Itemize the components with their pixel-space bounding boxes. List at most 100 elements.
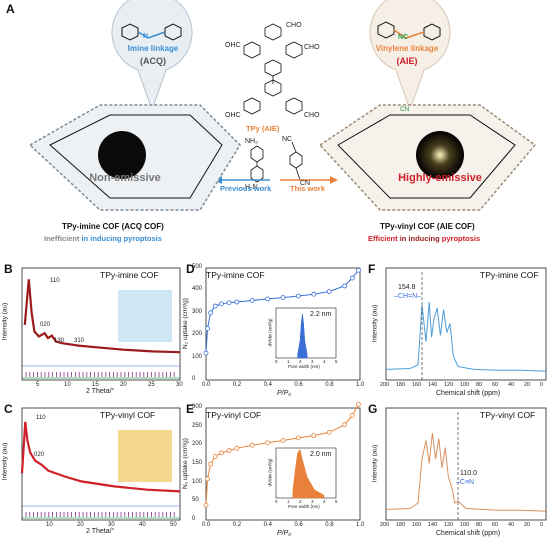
bet-e-point: [265, 440, 271, 446]
panel-a-scheme: [28, 0, 537, 211]
h2n-label: H₂N: [245, 184, 258, 191]
vinyl-cof-name: TPy-vinyl COF (AIE COF): [380, 222, 475, 231]
nmr-g-xtick: 20: [524, 522, 531, 528]
bet-d-inset-xtick: 4: [323, 359, 326, 364]
bet-e-inset-xtick: 2: [299, 499, 302, 504]
n-atom-label: N: [143, 33, 149, 40]
nmr-f-xtick: 200: [380, 382, 390, 388]
bet-e-ytick: 300: [192, 404, 203, 410]
imine-cof-framework: [28, 104, 241, 211]
cho-right-label: CHO: [304, 44, 320, 51]
bet-d-inset-ylabel: dV/dw (cm³/g): [267, 318, 273, 347]
panel-d-title: TPy-imine COF: [206, 270, 265, 280]
panel-a-letter: A: [6, 2, 15, 16]
xrd-b-xlabel: 2 Theta/°: [86, 388, 115, 395]
panel-d-frame: [205, 267, 361, 381]
bet-e-inset-xlabel: Pore width (nm): [288, 504, 320, 509]
bet-e-point: [342, 422, 348, 428]
panel-b-letter: B: [4, 262, 13, 276]
nmr-g-annot-group: –C≡N: [456, 479, 475, 486]
bet-d-xtick: 0.4: [263, 382, 272, 388]
imine-linkage-label: Imine linkage: [127, 44, 179, 53]
nmr-f-xtick: 120: [444, 382, 454, 388]
bet-e-xtick: 0.2: [232, 522, 242, 528]
panel-g-frame: [385, 407, 547, 521]
nmr-f-ylabel: Intensity (au): [371, 304, 379, 343]
cho-top-label: CHO: [286, 22, 302, 29]
panel-b-frame: [21, 267, 181, 381]
bet-e-inset-xtick: 3: [311, 499, 314, 504]
bet-e-ytick: 150: [192, 460, 203, 466]
nmr-g-xtick: 80: [476, 522, 483, 528]
nh2-label: NH₂: [245, 138, 258, 145]
xrd-c-peak-label: 110: [36, 415, 46, 421]
nc-atom-label: NC: [398, 34, 409, 41]
xrd-c-xtick: 30: [108, 522, 115, 528]
bet-e-inset-xtick: 1: [287, 499, 290, 504]
dark-particle-image: [98, 131, 146, 179]
nmr-g-ylabel: Intensity (au): [371, 444, 379, 483]
bet-e-xtick: 0.6: [294, 522, 303, 528]
highly-emissive-label: Highly-emissive: [398, 172, 482, 184]
bet-e-point: [205, 476, 210, 482]
imine-cof-desc: Inefficient in inducing pyroptosis: [44, 234, 162, 243]
bet-e-inset-ylabel: dV/dw (cm³/g): [267, 458, 273, 487]
cn-tag: CN: [400, 106, 410, 113]
bet-e-point: [218, 450, 224, 456]
bet-d-xtick: 1.0: [356, 382, 365, 388]
bet-d-inset-xlabel: Pore width (nm): [288, 364, 320, 369]
nmr-g-xtick: 100: [460, 522, 470, 528]
panel-f-letter: F: [368, 262, 376, 276]
bet-d-ytick: 200: [192, 331, 203, 338]
bet-d-point: [212, 303, 218, 309]
nmr-g-xtick: 200: [380, 522, 390, 528]
nmr-f-xtick: 160: [412, 382, 422, 388]
tpy-monomer-structure: [243, 23, 303, 115]
xrd-b-xtick: 5: [36, 382, 40, 388]
xrd-c-xtick: 10: [46, 522, 53, 528]
bet-e-point: [208, 461, 214, 467]
nmr-g-xtick: 160: [412, 522, 422, 528]
bet-e-point: [226, 448, 232, 453]
non-emissive-label: Non-emissive: [89, 172, 161, 184]
bet-e-inset-xtick: 0: [275, 499, 278, 504]
panel-c-letter: C: [4, 402, 13, 416]
nmr-g-xtick: 0: [540, 522, 544, 528]
xrd-b-peak-label: 110: [50, 278, 60, 284]
nmr-f-xtick: 60: [492, 382, 499, 388]
panel-d-letter: D: [186, 262, 195, 276]
bet-e-point: [311, 433, 317, 439]
bet-d-point: [218, 301, 224, 307]
xrd-c-xlabel: 2 Theta/°: [86, 528, 115, 535]
emissive-particle-image: [416, 131, 464, 179]
bet-e-xtick: 0.0: [202, 522, 211, 528]
xrd-c-ylabel: Intensity (au): [1, 442, 9, 481]
bet-e-inset-xtick: 5: [335, 499, 338, 504]
bet-d-point: [226, 300, 232, 306]
bet-e-inset-distribution: [292, 448, 325, 499]
bet-d-point: [203, 350, 209, 356]
vinylene-structure-icon: [377, 21, 441, 41]
this-work-label: This work: [290, 184, 326, 193]
bet-d-inset-xtick: 0: [275, 359, 278, 364]
dinitrile-structure: [289, 141, 303, 181]
panel-g-letter: G: [368, 402, 378, 416]
bet-e-isotherm: [205, 404, 359, 506]
xrd-b-peak-label: 020: [40, 322, 51, 328]
cn-reagent-label: CN: [300, 180, 311, 187]
nmr-g-spectrum: [385, 432, 547, 512]
bet-d-inset-xtick: 1: [287, 359, 290, 364]
panel-e-title: TPy-vinyl COF: [206, 410, 262, 420]
bet-d-isotherm: [205, 269, 359, 354]
nmr-g-xtick: 40: [508, 522, 515, 528]
panel-f-frame: [385, 267, 547, 381]
bet-d-inset-xtick: 3: [311, 359, 314, 364]
panel-g-title: TPy-vinyl COF: [480, 410, 536, 420]
bet-d-ytick: 0: [192, 376, 196, 382]
bet-e-point: [234, 445, 240, 451]
nmr-g-xtick: 120: [444, 522, 454, 528]
bet-e-xtick: 0.8: [325, 522, 334, 528]
acq-label: (ACQ): [140, 56, 166, 66]
ohc-left-label: OHC: [225, 42, 241, 49]
